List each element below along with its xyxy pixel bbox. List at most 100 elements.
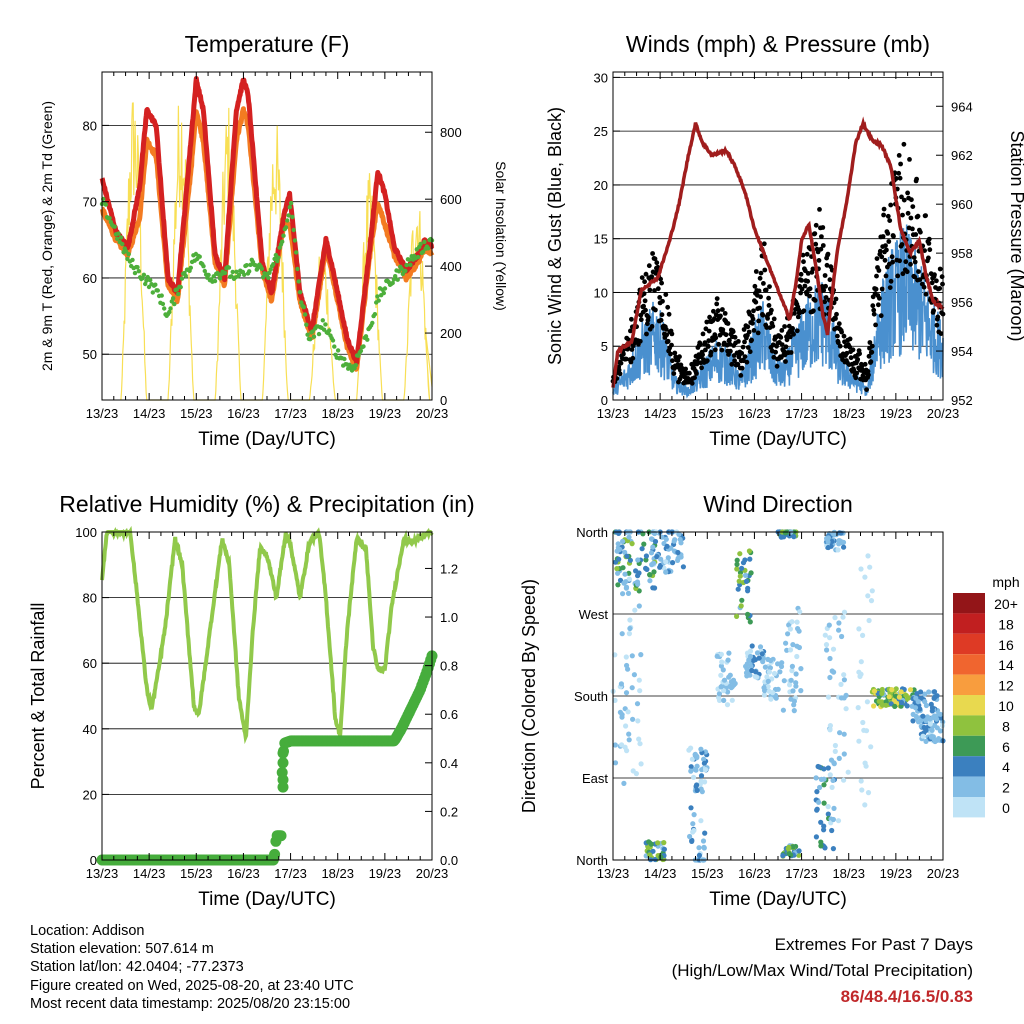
direction-point <box>858 778 864 784</box>
direction-point <box>836 627 842 633</box>
y-tick-label: 5 <box>601 339 608 354</box>
gust-point <box>755 330 761 336</box>
direction-point <box>643 553 650 559</box>
direction-point <box>621 580 627 586</box>
y2-tick-label: 962 <box>951 148 973 163</box>
dewpoint-point <box>426 246 431 251</box>
direction-point <box>855 705 861 711</box>
gust-point <box>816 258 822 263</box>
x-tick-label: 13/23 <box>86 406 119 421</box>
x-tick-label: 16/23 <box>738 406 771 421</box>
dewpoint-point <box>372 312 378 317</box>
legend-swatch <box>953 756 985 777</box>
gust-point <box>732 358 737 364</box>
direction-point <box>691 774 697 780</box>
dewpoint-point <box>222 270 228 276</box>
gust-point <box>763 287 769 293</box>
direction-point <box>721 688 727 694</box>
direction-point <box>790 844 796 850</box>
y2-tick-label: 0.8 <box>440 659 458 674</box>
direction-point <box>744 661 750 667</box>
direction-point <box>726 650 732 656</box>
gust-point <box>887 285 893 290</box>
legend-swatch <box>953 654 985 675</box>
x-tick-label: 13/23 <box>86 866 119 881</box>
direction-point <box>836 620 842 626</box>
gust-point <box>713 335 719 341</box>
gust-point <box>869 343 875 349</box>
direction-point <box>612 760 619 766</box>
dewpoint-point <box>242 272 247 277</box>
gust-point <box>642 279 647 285</box>
direction-point <box>903 692 909 698</box>
direction-point <box>745 585 751 591</box>
gust-point <box>683 366 688 372</box>
gust-point <box>756 318 762 324</box>
direction-point <box>626 576 633 582</box>
direction-point <box>779 660 785 666</box>
gust-point <box>649 324 655 329</box>
gust-point <box>779 328 785 333</box>
gust-point <box>652 288 657 293</box>
direction-point <box>771 670 778 677</box>
x-tick-label: 20/23 <box>416 406 449 421</box>
y-tick-label: East <box>582 771 608 786</box>
gust-point <box>913 232 919 237</box>
gust-point <box>876 268 882 273</box>
direction-point <box>825 804 831 810</box>
direction-point <box>841 544 847 550</box>
y-axis-label: Percent & Total Rainfall <box>28 603 48 790</box>
direction-point <box>773 695 779 701</box>
direction-point <box>720 667 726 673</box>
dewpoint-point <box>327 328 332 333</box>
x-axis-label: Time (Day/UTC) <box>198 889 336 910</box>
gust-point <box>833 316 838 321</box>
gust-point <box>820 243 826 248</box>
gust-point <box>749 337 754 343</box>
direction-point <box>837 730 843 736</box>
x-tick-label: 17/23 <box>785 406 818 421</box>
gust-point <box>760 312 766 318</box>
direction-point <box>621 780 627 787</box>
direction-point <box>777 669 783 675</box>
direction-point <box>937 711 944 717</box>
direction-point <box>636 677 642 683</box>
direction-point <box>744 673 750 679</box>
gridlines <box>102 124 432 355</box>
gust-point <box>799 286 805 292</box>
x-tick-label: 20/23 <box>416 866 449 881</box>
gust-point <box>732 334 738 340</box>
direction-point <box>734 566 740 572</box>
gust-point <box>778 335 784 340</box>
gust-point <box>751 308 756 314</box>
gust-point <box>644 331 649 337</box>
direction-point <box>829 784 835 791</box>
direction-point <box>781 678 787 684</box>
direction-point <box>791 708 797 714</box>
gust-point <box>617 371 623 377</box>
direction-point <box>701 844 707 850</box>
direction-point <box>798 666 804 672</box>
gust-point <box>765 316 770 321</box>
y2-axis-label: Station Pressure (Maroon) <box>1007 130 1024 341</box>
gust-point <box>723 332 729 338</box>
direction-point <box>754 650 761 656</box>
y-tick-label: 100 <box>75 525 97 540</box>
direction-point <box>822 845 828 851</box>
y-tick-label: 60 <box>83 271 97 286</box>
dewpoint-point <box>212 278 218 284</box>
direction-point <box>790 642 796 648</box>
direction-point <box>841 751 847 757</box>
direction-point <box>818 839 824 845</box>
direction-point <box>676 531 682 537</box>
gust-point <box>847 336 853 342</box>
gust-point <box>753 299 759 305</box>
direction-point <box>898 689 904 695</box>
gust-point <box>629 316 634 322</box>
chart-title: Relative Humidity (%) & Precipitation (i… <box>59 491 474 517</box>
gust-point <box>727 337 732 343</box>
dewpoint-point <box>302 312 308 317</box>
dewpoint-point <box>296 279 301 284</box>
direction-point <box>687 833 693 840</box>
direction-point <box>690 821 696 827</box>
